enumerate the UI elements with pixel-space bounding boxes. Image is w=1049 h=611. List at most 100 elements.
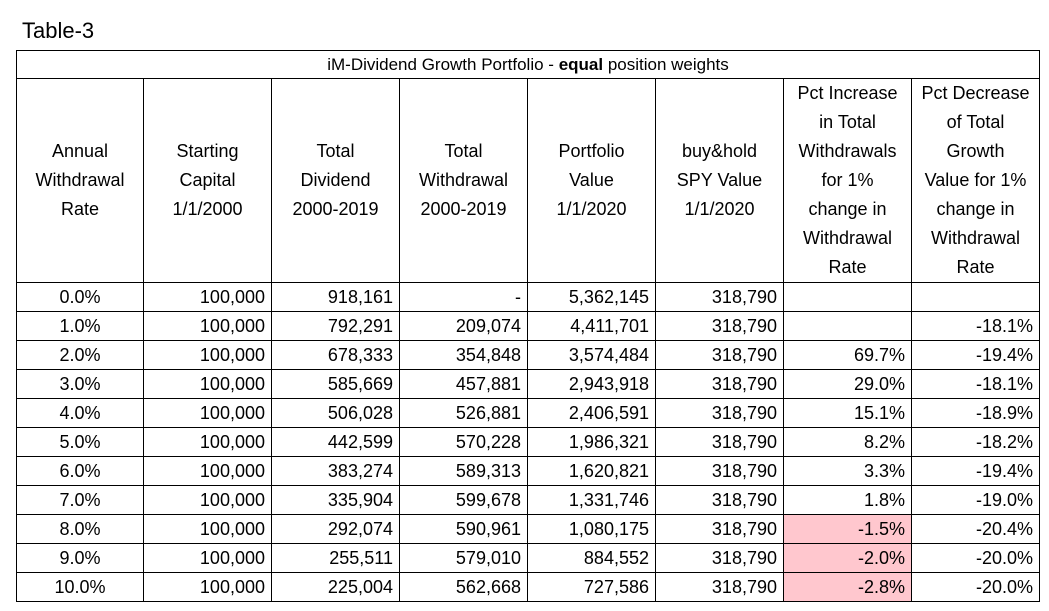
cell-portfolio-value: 1,620,821 — [527, 456, 656, 486]
header-line: Withdrawal — [930, 228, 1021, 248]
header-line: change in — [936, 199, 1015, 219]
cell-annual-withdrawal-rate: 10.0% — [16, 572, 144, 602]
header-starting-capital: Starting Capital 1/1/2000 — [143, 78, 272, 283]
cell-annual-withdrawal-rate: 1.0% — [16, 311, 144, 341]
cell-total-dividend: 335,904 — [271, 485, 400, 515]
cell-total-withdrawal: 570,228 — [399, 427, 528, 457]
cell-annual-withdrawal-rate: 6.0% — [16, 456, 144, 486]
table-row: 8.0% 100,000 292,074 590,961 1,080,175 318,79… — [16, 514, 1040, 544]
cell-spy-value: 318,790 — [655, 572, 784, 602]
table-row: 10.0% 100,000 225,004 562,668 727,586 318,790… — [16, 572, 1040, 602]
cell-total-withdrawal: 457,881 — [399, 369, 528, 399]
header-line: Growth — [946, 141, 1005, 161]
cell-spy-value: 318,790 — [655, 514, 784, 544]
cell-portfolio-value: 1,080,175 — [527, 514, 656, 544]
header-line: Capital — [179, 170, 236, 190]
cell-total-dividend: 792,291 — [271, 311, 400, 341]
cell-starting-capital: 100,000 — [143, 427, 272, 457]
cell-total-dividend: 918,161 — [271, 282, 400, 312]
header-line: 2000-2019 — [420, 199, 507, 219]
table-title-suffix: position weights — [603, 54, 729, 74]
header-pct-increase: Pct Increase in Total Withdrawals for 1% cha… — [783, 78, 912, 283]
table-row: 1.0% 100,000 792,291 209,074 4,411,701 318,79… — [16, 311, 1040, 341]
header-portfolio-value: Portfolio Value 1/1/2020 — [527, 78, 656, 283]
cell-portfolio-value: 727,586 — [527, 572, 656, 602]
header-line: Value for 1% — [924, 170, 1027, 190]
cell-portfolio-value: 2,406,591 — [527, 398, 656, 428]
header-line: change in — [808, 199, 887, 219]
cell-portfolio-value: 1,986,321 — [527, 427, 656, 457]
cell-total-dividend: 585,669 — [271, 369, 400, 399]
cell-total-dividend: 292,074 — [271, 514, 400, 544]
cell-portfolio-value: 2,943,918 — [527, 369, 656, 399]
cell-total-withdrawal: 579,010 — [399, 543, 528, 573]
table-row: 2.0% 100,000 678,333 354,848 3,574,484 318,79… — [16, 340, 1040, 370]
table-title: iM-Dividend Growth Portfolio - equal pos… — [16, 50, 1040, 79]
cell-portfolio-value: 884,552 — [527, 543, 656, 573]
cell-pct-increase: -2.8% — [783, 572, 912, 602]
cell-total-dividend: 255,511 — [271, 543, 400, 573]
cell-portfolio-value: 3,574,484 — [527, 340, 656, 370]
cell-pct-decrease: -20.4% — [911, 514, 1040, 544]
header-line: SPY Value — [676, 170, 763, 190]
header-line: 1/1/2020 — [556, 199, 627, 219]
cell-portfolio-value: 1,331,746 — [527, 485, 656, 515]
cell-annual-withdrawal-rate: 7.0% — [16, 485, 144, 515]
cell-total-withdrawal: 354,848 — [399, 340, 528, 370]
table-caption: Table-3 — [22, 18, 95, 43]
cell-pct-decrease: -19.0% — [911, 485, 1040, 515]
cell-pct-increase: 8.2% — [783, 427, 912, 457]
header-line: Withdrawals — [798, 141, 897, 161]
cell-annual-withdrawal-rate: 3.0% — [16, 369, 144, 399]
cell-starting-capital: 100,000 — [143, 456, 272, 486]
header-line: 1/1/2000 — [172, 199, 243, 219]
cell-spy-value: 318,790 — [655, 485, 784, 515]
cell-starting-capital: 100,000 — [143, 282, 272, 312]
cell-spy-value: 318,790 — [655, 369, 784, 399]
cell-total-withdrawal: 599,678 — [399, 485, 528, 515]
cell-starting-capital: 100,000 — [143, 572, 272, 602]
cell-pct-increase: 29.0% — [783, 369, 912, 399]
cell-spy-value: 318,790 — [655, 311, 784, 341]
header-line: Annual — [51, 141, 109, 161]
header-spy-value: buy&hold SPY Value 1/1/2020 — [655, 78, 784, 283]
cell-spy-value: 318,790 — [655, 340, 784, 370]
cell-pct-decrease: -18.2% — [911, 427, 1040, 457]
cell-total-withdrawal: - — [399, 282, 528, 312]
header-line: 2000-2019 — [292, 199, 379, 219]
header-line: Starting — [176, 141, 239, 161]
cell-pct-decrease: -18.1% — [911, 311, 1040, 341]
cell-spy-value: 318,790 — [655, 456, 784, 486]
table-title-bold: equal — [558, 54, 604, 74]
header-annual-withdrawal-rate: Annual Withdrawal Rate — [16, 78, 144, 283]
table-row: 7.0% 100,000 335,904 599,678 1,331,746 318,79… — [16, 485, 1040, 515]
header-line: in Total — [819, 112, 876, 132]
cell-spy-value: 318,790 — [655, 543, 784, 573]
header-line: Pct Increase — [797, 83, 898, 103]
cell-pct-decrease: -18.1% — [911, 369, 1040, 399]
header-line: buy&hold — [681, 141, 758, 161]
header-line: Withdrawal — [35, 170, 125, 190]
cell-annual-withdrawal-rate: 2.0% — [16, 340, 144, 370]
cell-starting-capital: 100,000 — [143, 340, 272, 370]
header-line: Total — [316, 141, 355, 161]
header-line: Dividend — [300, 170, 371, 190]
table-row: 4.0% 100,000 506,028 526,881 2,406,591 318,79… — [16, 398, 1040, 428]
table-row: 3.0% 100,000 585,669 457,881 2,943,918 318,79… — [16, 369, 1040, 399]
cell-pct-increase: 3.3% — [783, 456, 912, 486]
cell-pct-increase — [783, 282, 912, 312]
header-total-withdrawal: Total Withdrawal 2000-2019 — [399, 78, 528, 283]
cell-starting-capital: 100,000 — [143, 543, 272, 573]
cell-annual-withdrawal-rate: 9.0% — [16, 543, 144, 573]
cell-spy-value: 318,790 — [655, 427, 784, 457]
header-line: 1/1/2020 — [684, 199, 755, 219]
cell-total-dividend: 678,333 — [271, 340, 400, 370]
cell-pct-increase — [783, 311, 912, 341]
header-line: Withdrawal — [802, 228, 893, 248]
cell-spy-value: 318,790 — [655, 282, 784, 312]
cell-pct-increase: -1.5% — [783, 514, 912, 544]
cell-pct-decrease: -19.4% — [911, 456, 1040, 486]
table-row: 0.0% 100,000 918,161-5,362,145 318,790 — [16, 282, 1040, 312]
cell-total-dividend: 506,028 — [271, 398, 400, 428]
header-line: Value — [569, 170, 614, 190]
